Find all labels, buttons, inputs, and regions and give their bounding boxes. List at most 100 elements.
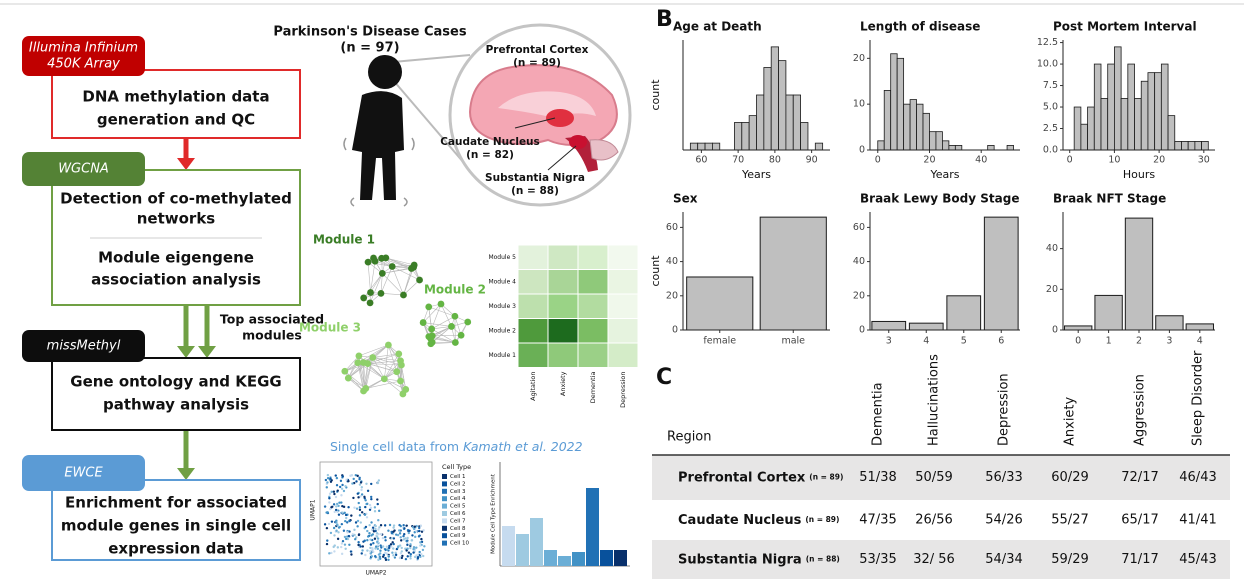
umap-point xyxy=(399,557,401,559)
step-tag-text: Illumina Infinium xyxy=(29,41,138,56)
umap-point xyxy=(371,528,373,530)
umap-point xyxy=(366,530,368,532)
umap-point xyxy=(326,527,328,529)
network-node xyxy=(393,368,400,375)
histogram-bar xyxy=(1088,107,1095,150)
umap-point xyxy=(347,506,349,508)
histogram-bar xyxy=(878,141,884,150)
table-cell: 51/38 xyxy=(859,470,896,485)
umap-point xyxy=(339,486,341,488)
umap-point xyxy=(423,545,425,547)
umap-point xyxy=(406,548,408,550)
umap-point xyxy=(333,503,335,505)
umap-point xyxy=(343,490,345,492)
x-tick-label: 2 xyxy=(1136,336,1142,347)
histogram-bar xyxy=(712,143,719,150)
panel-label: C xyxy=(656,365,672,390)
umap-point xyxy=(366,549,368,551)
y-axis-label: count xyxy=(649,79,662,111)
umap-point xyxy=(422,555,424,557)
y-tick-label: 0 xyxy=(672,325,678,336)
umap-point xyxy=(332,546,334,548)
network-node xyxy=(438,301,445,308)
table-cell: 47/35 xyxy=(859,513,896,528)
umap-point xyxy=(327,474,329,476)
x-tick-label: 80 xyxy=(769,155,781,166)
enrich-bar xyxy=(600,550,613,566)
network-node xyxy=(389,263,396,270)
umap-point xyxy=(371,547,373,549)
table-cell: 54/34 xyxy=(985,552,1022,567)
histogram-bar xyxy=(904,104,910,150)
umap-point xyxy=(366,503,368,505)
umap-point xyxy=(379,544,381,546)
umap-point xyxy=(364,506,366,508)
person-body xyxy=(352,91,404,200)
heatmap-cell xyxy=(608,319,638,344)
network-edge xyxy=(432,335,461,336)
umap-point xyxy=(335,474,337,476)
cell-legend-label: Cell 10 xyxy=(450,541,470,547)
heatmap-cell xyxy=(608,245,638,270)
step-tag-text: WGCNA xyxy=(58,162,109,177)
umap-point xyxy=(358,477,360,479)
table-column-header: Aggression xyxy=(1133,374,1148,446)
umap-point xyxy=(368,532,370,534)
umap-point xyxy=(336,477,338,479)
cell-legend-label: Cell 1 xyxy=(450,474,466,480)
umap-point xyxy=(328,523,330,525)
umap-point xyxy=(406,524,408,526)
umap-point xyxy=(328,501,330,503)
heatmap-row-label: Module 4 xyxy=(488,278,516,285)
umap-point xyxy=(335,505,337,507)
single-cell-title: Single cell data from Kamath et al. 2022 xyxy=(330,439,583,454)
region-name: Caudate Nucleus xyxy=(440,136,540,148)
step-text: Enrichment for associated xyxy=(65,494,287,512)
histogram-bar xyxy=(1101,98,1108,150)
step-text: Gene ontology and KEGG xyxy=(70,373,281,391)
umap-point xyxy=(331,491,333,493)
umap-point xyxy=(369,538,371,540)
x-tick-label: 4 xyxy=(923,336,929,347)
heatmap-row-label: Module 5 xyxy=(488,254,516,261)
table-cell: 55/27 xyxy=(1051,513,1088,528)
umap-point xyxy=(336,503,338,505)
umap-point xyxy=(324,523,326,525)
heatmap-cell xyxy=(608,270,638,295)
region-n: (n = 88) xyxy=(511,185,559,197)
cell-legend-label: Cell 2 xyxy=(450,481,466,487)
histogram-bar xyxy=(891,54,897,150)
cell-legend-key xyxy=(442,504,447,509)
umap-point xyxy=(412,548,414,550)
histogram-bar xyxy=(1195,141,1202,150)
umap-point xyxy=(325,479,327,481)
umap-point xyxy=(340,546,342,548)
cell-legend-key xyxy=(442,481,447,486)
umap-point xyxy=(337,546,339,548)
umap-point xyxy=(370,507,372,509)
heatmap-cell xyxy=(518,245,548,270)
network-edge xyxy=(366,381,401,388)
x-tick-label: 40 xyxy=(975,155,987,166)
umap-point xyxy=(348,544,350,546)
y-tick-label: 0 xyxy=(859,145,865,156)
step-text: Detection of co-methylated xyxy=(60,190,292,208)
umap-point xyxy=(348,535,350,537)
bar xyxy=(1125,218,1152,330)
umap-point xyxy=(351,482,353,484)
module-label: Module 2 xyxy=(424,283,486,297)
umap-point xyxy=(333,550,335,552)
enrich-bar xyxy=(586,488,599,566)
network-node xyxy=(341,368,348,375)
umap-point xyxy=(344,543,346,545)
umap-point xyxy=(377,537,379,539)
umap-point xyxy=(400,536,402,538)
chart-title: Length of disease xyxy=(860,20,980,34)
heatmap-cell xyxy=(578,343,608,368)
umap-point xyxy=(359,509,361,511)
histogram-bar xyxy=(1181,141,1188,150)
network-node xyxy=(420,319,427,326)
cell-legend-key xyxy=(442,474,447,479)
heatmap-cell xyxy=(518,319,548,344)
umap-point xyxy=(407,555,409,557)
